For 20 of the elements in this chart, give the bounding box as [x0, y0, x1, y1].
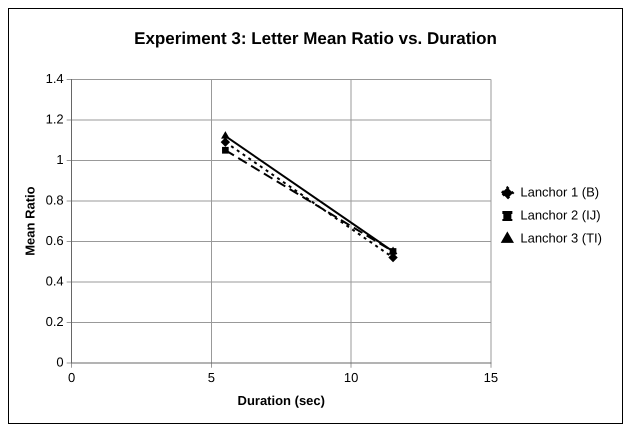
- x-tick-label: 5: [208, 370, 216, 386]
- y-tick-label: 1.4: [46, 70, 64, 86]
- y-tick-label: 0: [56, 354, 64, 370]
- x-axis-title: Duration (sec): [238, 392, 325, 408]
- y-tick-label: 0.8: [46, 192, 64, 208]
- point: [222, 146, 229, 154]
- legend-label: Lanchor 3 (TI): [520, 230, 602, 246]
- chart-title: Experiment 3: Letter Mean Ratio vs. Duration: [134, 28, 497, 48]
- point: [220, 138, 230, 147]
- y-tick-label: 1.2: [46, 111, 64, 126]
- y-tick-label: 0.4: [46, 273, 64, 288]
- x-tick-label: 0: [68, 370, 76, 386]
- x-tick-label: 15: [484, 370, 498, 386]
- y-axis-title: Mean Ratio: [22, 186, 38, 256]
- legend-label: Lanchor 1 (B): [520, 184, 600, 200]
- y-tick-label: 1: [56, 152, 64, 167]
- y-tick-label: 0.6: [46, 232, 64, 248]
- legend-label: Lanchor 2 (IJ): [520, 208, 601, 223]
- y-tick-label: 0.2: [46, 314, 64, 329]
- x-tick-label: 10: [344, 370, 358, 386]
